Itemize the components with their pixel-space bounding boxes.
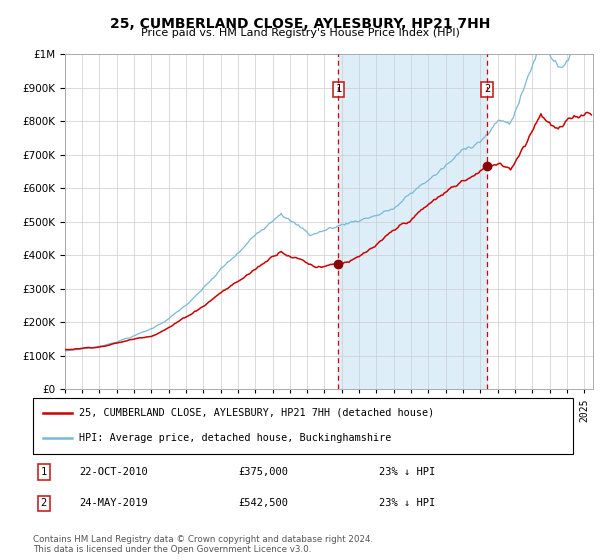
Bar <box>338 54 487 389</box>
Text: 23% ↓ HPI: 23% ↓ HPI <box>379 498 435 508</box>
Text: Price paid vs. HM Land Registry's House Price Index (HPI): Price paid vs. HM Land Registry's House … <box>140 28 460 38</box>
Text: 2: 2 <box>41 498 47 508</box>
Text: 1: 1 <box>41 467 47 477</box>
Text: 25, CUMBERLAND CLOSE, AYLESBURY, HP21 7HH: 25, CUMBERLAND CLOSE, AYLESBURY, HP21 7H… <box>110 17 490 31</box>
Text: 23% ↓ HPI: 23% ↓ HPI <box>379 467 435 477</box>
Text: £375,000: £375,000 <box>238 467 288 477</box>
Text: 1: 1 <box>335 85 341 95</box>
Text: 2: 2 <box>484 85 490 95</box>
Text: £542,500: £542,500 <box>238 498 288 508</box>
Text: HPI: Average price, detached house, Buckinghamshire: HPI: Average price, detached house, Buck… <box>79 433 391 444</box>
Text: 22-OCT-2010: 22-OCT-2010 <box>79 467 148 477</box>
Text: 24-MAY-2019: 24-MAY-2019 <box>79 498 148 508</box>
Text: 25, CUMBERLAND CLOSE, AYLESBURY, HP21 7HH (detached house): 25, CUMBERLAND CLOSE, AYLESBURY, HP21 7H… <box>79 408 434 418</box>
Text: Contains HM Land Registry data © Crown copyright and database right 2024.
This d: Contains HM Land Registry data © Crown c… <box>33 535 373 554</box>
